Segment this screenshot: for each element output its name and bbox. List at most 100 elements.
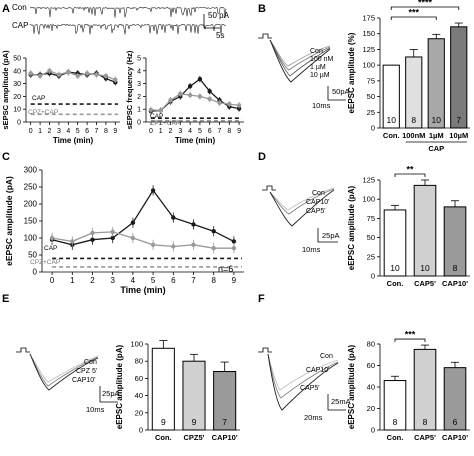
label-c-cap: CAP [44,245,57,252]
f-y-tick-label: 60 [367,361,375,370]
c-y-tick-label: 200 [24,200,38,209]
b-bar [405,56,423,129]
f-bar-n: 8 [423,417,428,427]
e-y-tick-label: 0 [139,426,143,435]
trace-label-cap: CAP [12,21,28,30]
a1-x-tick-label: 6 [85,128,89,135]
c-data-point [171,244,176,249]
scale-bar-e-y: 25pA [102,389,120,398]
trace-label-f-cap5: CAP5' [300,385,320,392]
trace-label-b-100nm: 100 nM [310,56,334,63]
c-data-point [90,230,95,236]
trace-b-1um [269,39,331,77]
b-x-tick-label: 1µM [429,131,444,140]
a2-data-point [207,89,212,94]
d-significance-stars: ** [406,165,414,175]
e-y-tick-label: 40 [135,391,143,400]
a1-data-point [75,73,80,79]
d-bar-n: 10 [390,263,400,273]
b-bar [382,64,400,129]
c-data-point [211,246,216,251]
label-a2-cap: CAP [150,113,163,120]
trace-con-recording [29,6,227,19]
e-bar [182,360,206,431]
a2-data-point [148,107,154,113]
panel-label-d: D [258,151,266,163]
a2-y-tick-label: 3 [137,81,141,88]
a1-data-point [84,71,90,76]
a2-data-point [227,101,232,107]
c-x-tick-label: 4 [131,276,136,285]
chart-d-bars: 0 25 50 75 100 125 eEPSC amplitude (pA) 10 Con. 1… [347,165,470,288]
a2-y-label: sEPSC frequency (Hz) [125,50,134,129]
panel-e-traces: Con CPZ 5' CAP10' 25pA 10ms [16,347,120,414]
trace-label-b-con: Con [310,48,323,55]
a1-data-point [66,69,71,75]
scale-bar-f-x: 20ms [304,413,323,422]
a1-data-point [47,68,52,74]
e-y-tick-label: 80 [135,357,143,366]
a1-x-tick-label: 1 [38,128,42,135]
a2-data-point [187,83,193,89]
a1-x-label: Time (min) [53,136,94,145]
scale-bar-f-y: 25mA [331,397,351,406]
b-significance-stars: **** [418,0,433,8]
a2-x-tick-label: 3 [178,128,182,135]
d-x-tick-label: CAP5' [414,279,436,288]
scale-bar-a-x: 5s [216,31,224,40]
c-y-tick-label: 300 [24,166,38,175]
a1-y-tick-label: 20 [13,94,21,101]
panel-label-c: C [2,151,10,163]
trace-d-cap10 [269,188,335,215]
trace-label-f-con: Con [320,353,333,360]
d-y-tick-label: 100 [362,195,375,204]
a1-x-tick-label: 3 [57,128,61,135]
panel-d-traces: Con CAP10' CAP5' 25pA 10ms [262,185,340,254]
b-x-tick-label: 10µM [449,131,468,140]
stim-marker-e [16,347,30,353]
c-data-point [191,222,196,227]
a2-x-tick-label: 1 [159,128,163,135]
trace-label-d-cap10: CAP10' [306,199,330,206]
d-y-tick-label: 25 [367,252,375,261]
label-c-cpz-cap: CPZ+CAP [30,259,60,266]
stim-marker-b [258,33,272,39]
a2-data-point [187,92,193,98]
stim-marker-f [258,347,272,353]
e-bar-n: 7 [222,417,227,427]
a2-x-tick-label: 7 [218,128,222,135]
a2-data-point [158,108,163,113]
b-bar-n: 7 [456,115,461,125]
c-data-point [231,239,237,244]
c-data-point [49,235,55,241]
f-bar-n: 6 [453,417,458,427]
panel-label-a: A [2,3,10,15]
e-bar-n: 9 [192,417,197,427]
scale-bar-b-x: 10ms [312,101,331,110]
c-data-point [70,239,75,244]
b-bar [450,26,468,129]
d-bar [443,206,467,277]
chart-b-bars: 0 25 50 75 100 125 150 175 eEPSC amplitude (%) 10… [347,0,470,153]
b-y-tick-label: 175 [362,14,375,23]
trace-label-e-con: Con [84,359,97,366]
panel-label-b: B [258,3,266,15]
f-bar [413,348,437,431]
panel-label-e: E [2,293,9,305]
b-significance-stars: *** [408,8,419,18]
a1-y-tick-label: 40 [13,68,21,75]
a1-y-label: sEPSC amplitude (pA) [1,50,10,130]
b-bar [427,38,445,129]
b-x-tick-label: 100nM [402,131,425,140]
b-y-tick-label: 25 [367,108,375,117]
trace-cap-recording [29,23,227,35]
d-bar [383,209,407,277]
f-x-tick-label: CAP10' [442,433,468,442]
a1-data-point [94,72,99,77]
c-x-tick-label: 5 [151,276,156,285]
a1-data-point [56,72,62,77]
a1-data-point [37,73,43,79]
e-bar [213,371,237,431]
